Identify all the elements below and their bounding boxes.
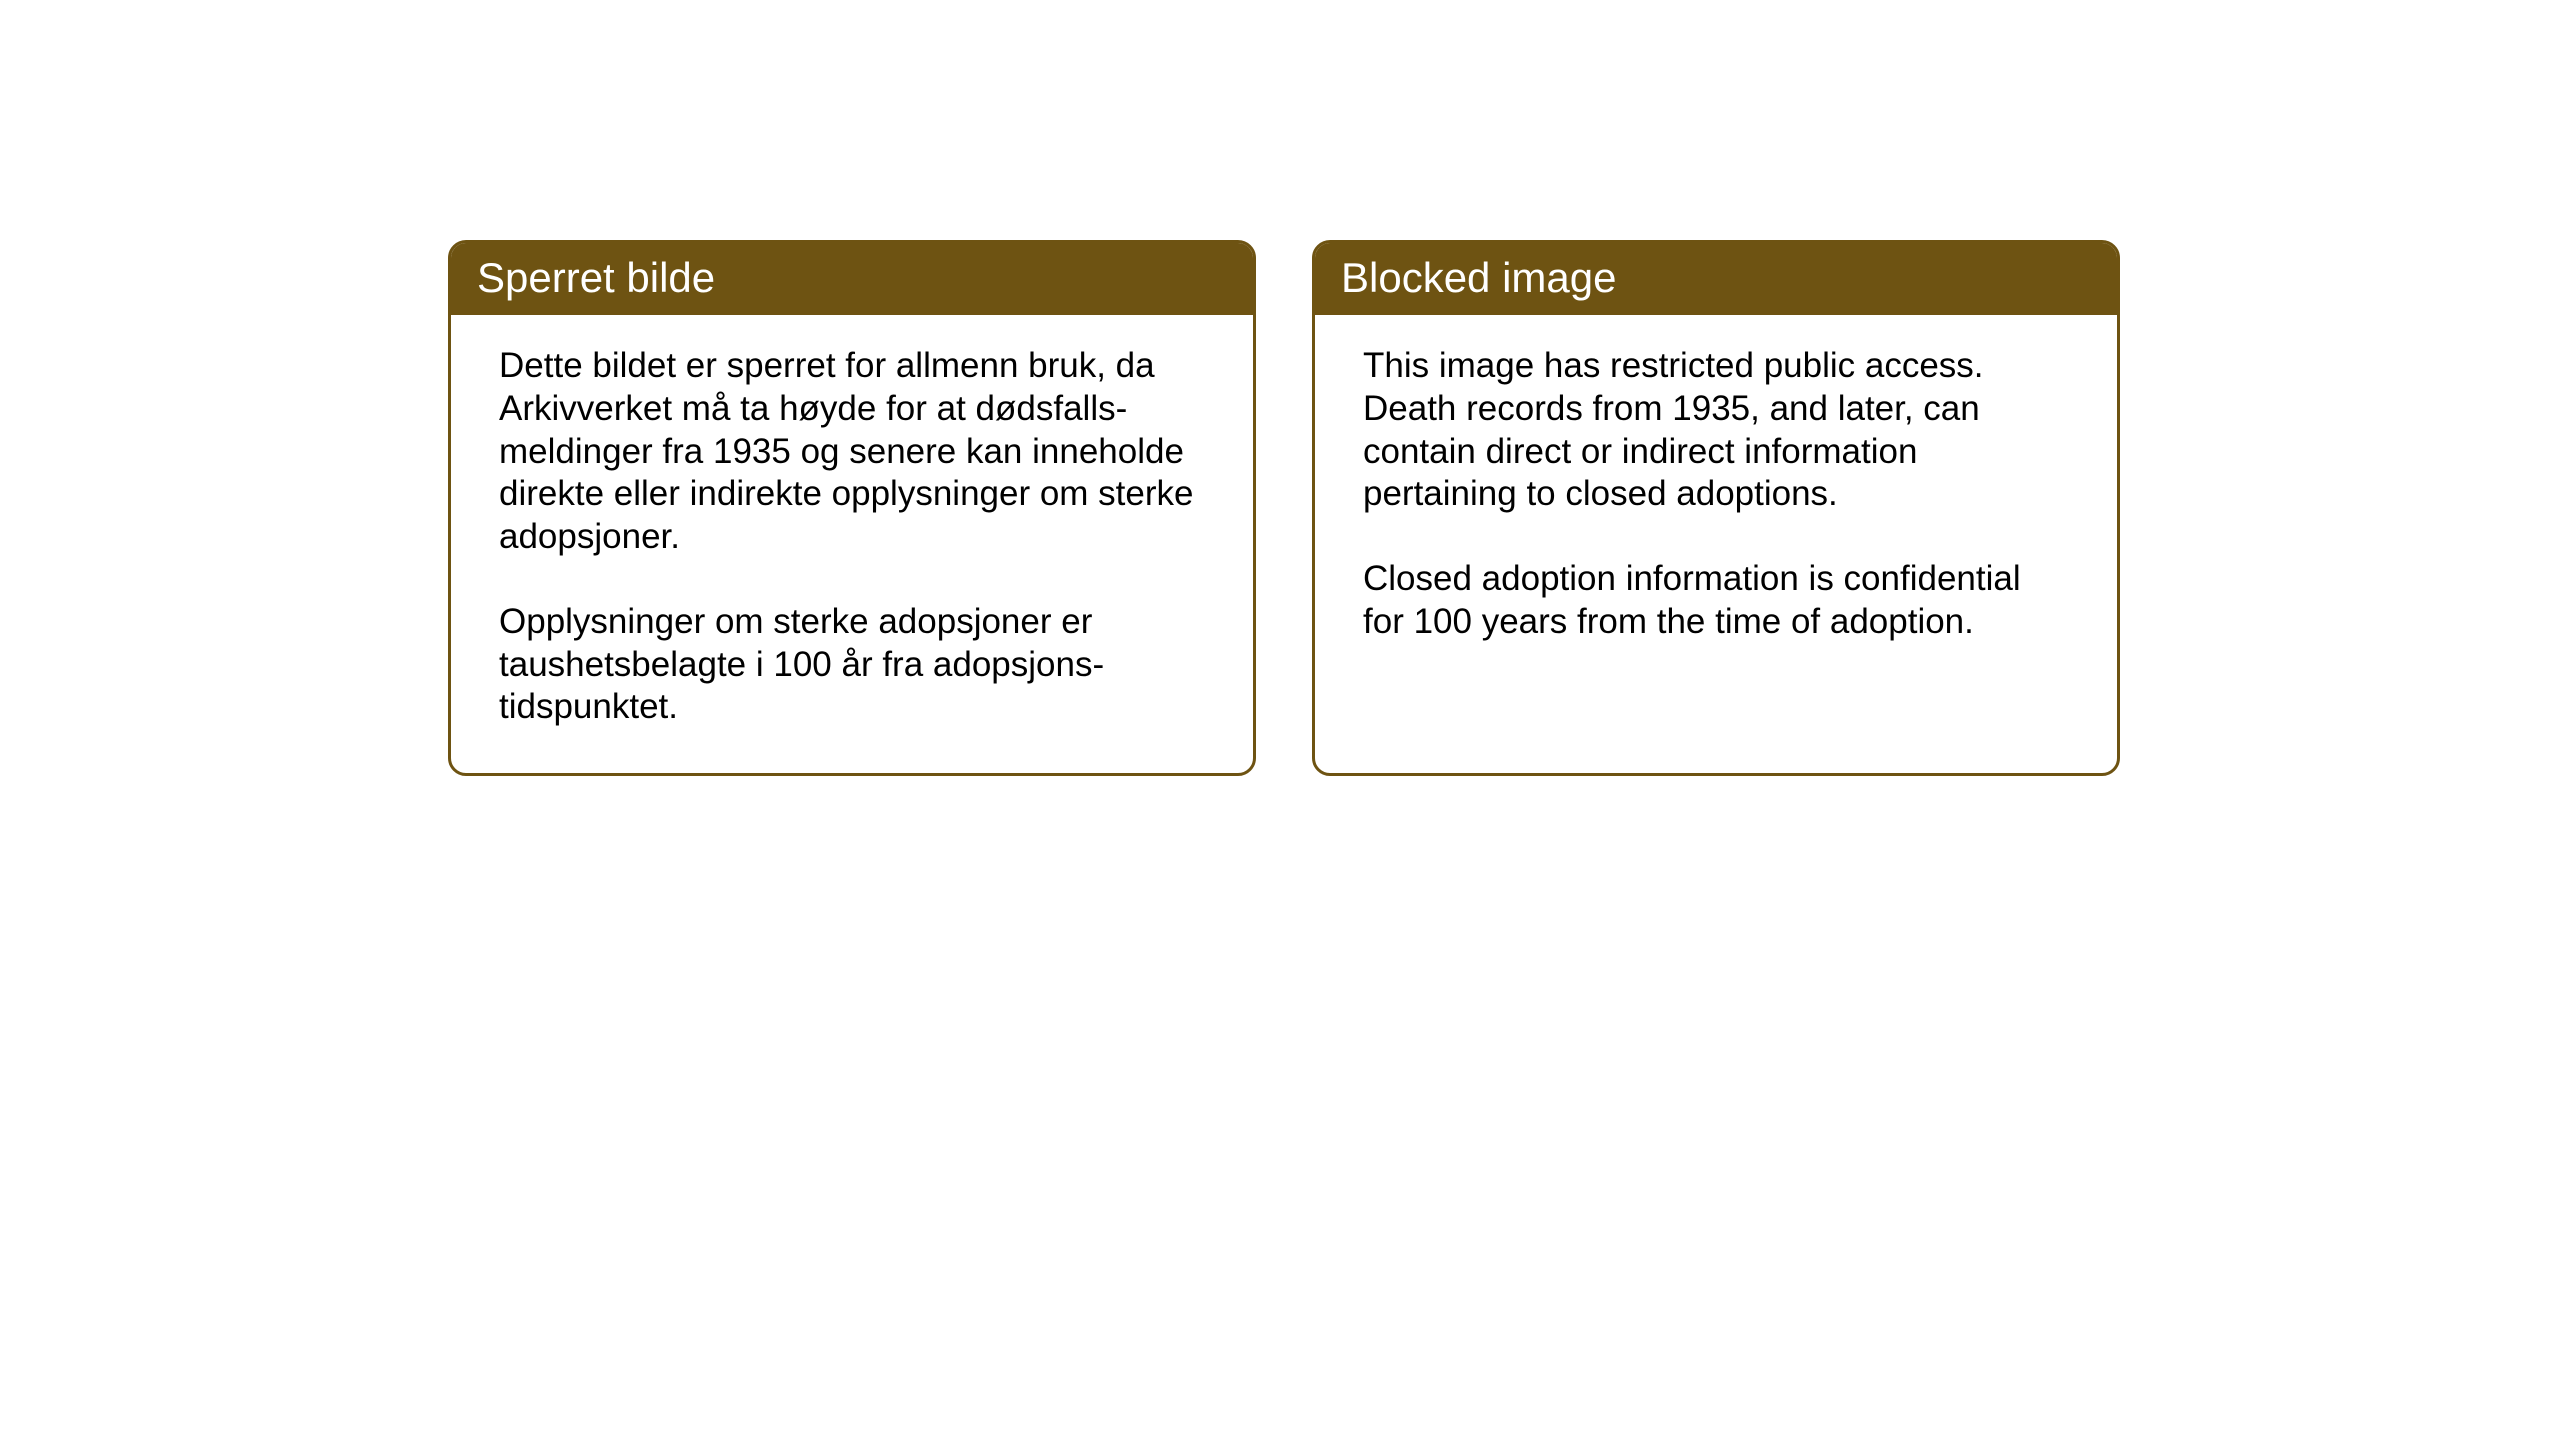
card-body-norwegian: Dette bildet er sperret for allmenn bruk…	[451, 315, 1253, 773]
notice-container: Sperret bilde Dette bildet er sperret fo…	[448, 240, 2120, 776]
notice-card-english: Blocked image This image has restricted …	[1312, 240, 2120, 776]
card-title-english: Blocked image	[1341, 254, 1616, 301]
notice-card-norwegian: Sperret bilde Dette bildet er sperret fo…	[448, 240, 1256, 776]
card-body-english: This image has restricted public access.…	[1315, 315, 2117, 687]
card-paragraph-1-english: This image has restricted public access.…	[1363, 345, 2069, 516]
card-header-norwegian: Sperret bilde	[451, 243, 1253, 315]
card-paragraph-2-english: Closed adoption information is confident…	[1363, 558, 2069, 643]
card-paragraph-1-norwegian: Dette bildet er sperret for allmenn bruk…	[499, 345, 1205, 558]
card-paragraph-2-norwegian: Opplysninger om sterke adopsjoner er tau…	[499, 601, 1205, 729]
card-title-norwegian: Sperret bilde	[477, 254, 715, 301]
card-header-english: Blocked image	[1315, 243, 2117, 315]
